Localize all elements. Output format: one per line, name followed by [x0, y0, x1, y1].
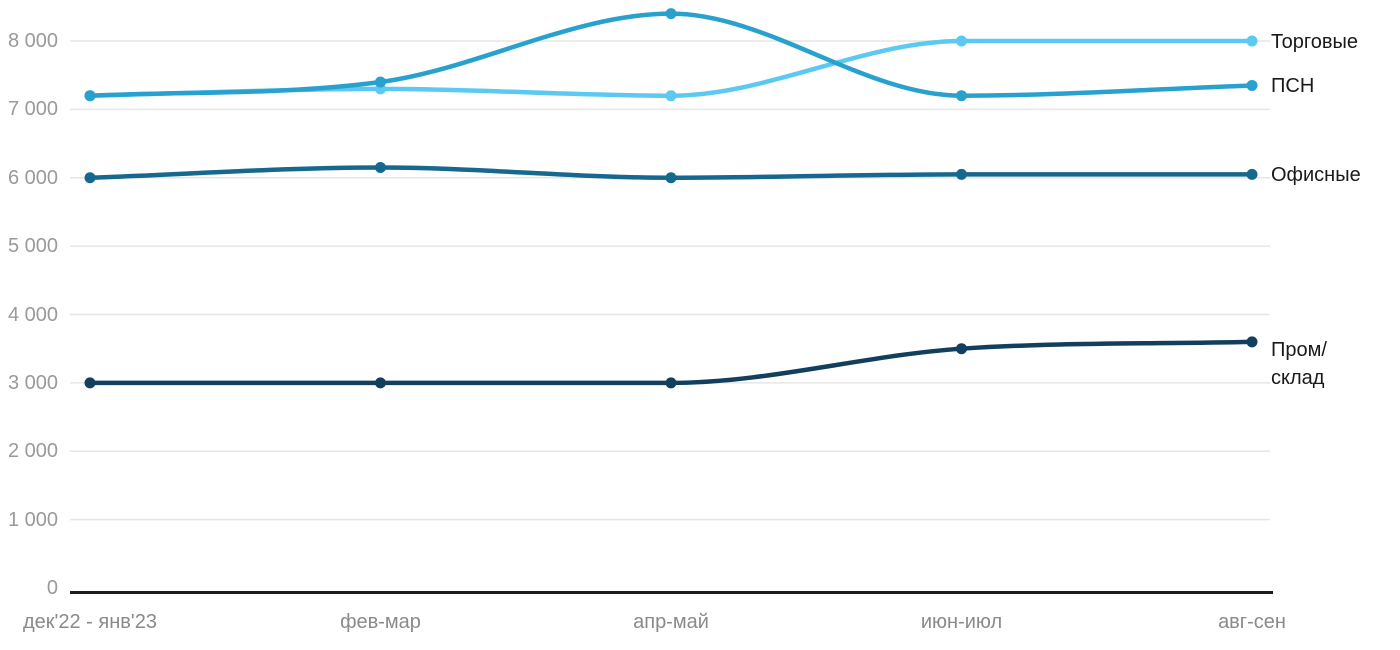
- series-3: [84, 336, 1258, 389]
- series-label: Торговые: [1271, 31, 1359, 53]
- x-tick-label: фев-мар: [340, 611, 421, 633]
- data-point: [1246, 35, 1258, 47]
- series-label: Пром/склад: [1271, 338, 1327, 389]
- data-point: [84, 172, 96, 184]
- y-tick-label: 3 000: [7, 371, 58, 394]
- x-tick-label: апр-май: [633, 611, 709, 633]
- y-tick-label: 4 000: [7, 303, 58, 326]
- y-tick-label: 0: [46, 577, 58, 599]
- y-tick-label: 8 000: [7, 30, 58, 52]
- x-tick-label: дек'22 - янв'23: [23, 611, 157, 633]
- data-point: [1246, 79, 1258, 91]
- series-label: ПСН: [1271, 75, 1315, 98]
- y-tick-label: 5 000: [7, 235, 58, 258]
- data-point: [1246, 168, 1258, 180]
- data-point: [84, 90, 96, 102]
- series-line: [87, 339, 1255, 386]
- y-tick-label: 2 000: [7, 440, 58, 463]
- y-tick-label: 1 000: [7, 508, 58, 531]
- data-point: [665, 172, 677, 184]
- series-1: [84, 8, 1258, 102]
- series-line: [87, 11, 1255, 98]
- series-line: [87, 38, 1255, 98]
- data-point: [956, 35, 967, 47]
- x-tick-label: авг-сен: [1218, 611, 1286, 633]
- series-2: [84, 161, 1258, 184]
- data-point: [956, 90, 967, 102]
- data-point: [665, 90, 677, 102]
- y-tick-label: 6 000: [7, 166, 58, 189]
- data-point: [956, 343, 967, 355]
- data-point: [1246, 336, 1258, 348]
- gridlines: [70, 40, 1270, 521]
- data-point: [665, 377, 677, 389]
- data-point: [375, 377, 386, 389]
- y-tick-label: 7 000: [7, 98, 58, 121]
- x-tick-label: июн-июл: [920, 611, 1003, 633]
- data-point: [375, 161, 386, 173]
- data-point: [375, 76, 386, 88]
- series-label: Офисные: [1271, 164, 1361, 187]
- data-point: [84, 377, 96, 389]
- data-point: [956, 168, 967, 180]
- data-point: [665, 8, 677, 20]
